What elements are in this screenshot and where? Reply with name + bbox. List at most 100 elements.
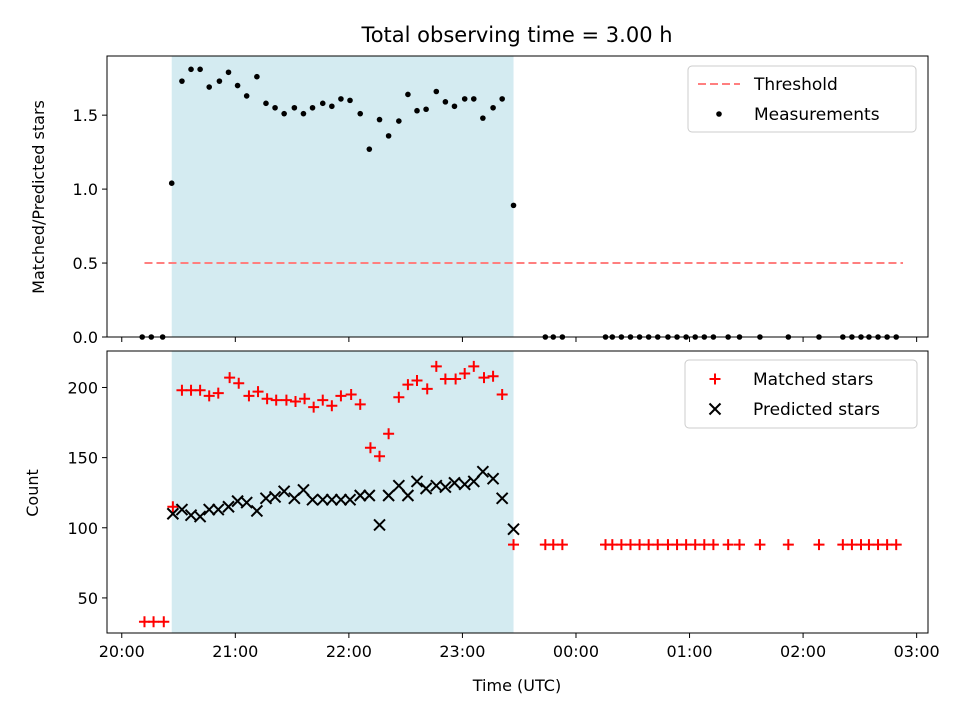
matched-star-point — [890, 539, 902, 551]
measurement-point — [396, 118, 402, 124]
matched-star-point — [243, 390, 255, 402]
matched-star-point — [707, 539, 719, 551]
measurement-point — [347, 97, 353, 104]
measurement-point — [159, 334, 166, 340]
measurement-point — [423, 106, 429, 113]
matched-star-point — [299, 393, 311, 405]
predicted-star-point — [382, 489, 395, 502]
measurement-point — [725, 334, 731, 340]
legend-predicted-label: Predicted stars — [753, 400, 880, 420]
measurement-point — [618, 334, 625, 340]
matched-star-point — [450, 373, 462, 385]
measurement-point — [291, 104, 298, 111]
predicted-star-point — [250, 504, 264, 518]
measurement-point — [645, 334, 652, 340]
x-tick-label: 21:00 — [212, 642, 258, 661]
matched-star-point — [194, 384, 206, 396]
matched-star-point — [252, 386, 264, 398]
measurement-point — [840, 334, 846, 340]
measurement-point — [366, 146, 373, 152]
legend-box — [684, 359, 918, 429]
top-y-axis-label: Matched/Predicted stars — [29, 100, 48, 294]
predicted-star-point — [222, 500, 235, 513]
measurement-point — [884, 334, 890, 340]
matched-star-point — [496, 388, 508, 400]
predicted-star-point — [363, 489, 376, 502]
predicted-star-point — [202, 503, 216, 516]
predicted-star-point — [392, 479, 406, 492]
predicted-star-point — [458, 478, 471, 491]
matched-star-point — [212, 387, 224, 399]
measurement-point — [785, 334, 792, 340]
predicted-star-point — [507, 522, 520, 536]
matched-star-point — [421, 383, 433, 395]
matched-star-point — [733, 539, 745, 551]
measurement-point — [442, 99, 449, 105]
matched-star-point — [335, 390, 347, 402]
predicted-star-point — [373, 518, 386, 532]
predicted-star-point — [297, 483, 310, 497]
matched-star-point — [261, 393, 273, 405]
matched-star-point — [345, 388, 357, 400]
matched-star-point — [224, 372, 236, 384]
measurement-point — [179, 78, 185, 84]
matched-star-point — [754, 539, 766, 551]
measurement-point — [206, 84, 212, 90]
predicted-star-point — [334, 493, 348, 506]
measurement-point — [216, 78, 223, 84]
measurement-point — [627, 334, 634, 340]
matched-star-point — [158, 616, 170, 628]
x-axis-label: Time (UTC) — [472, 676, 561, 695]
x-tick-label: 20:00 — [99, 642, 145, 661]
matched-star-point — [430, 360, 442, 372]
measurement-point — [510, 202, 517, 209]
x-tick-label: 02:00 — [780, 642, 826, 661]
bottom-y-axis-label: Count — [23, 469, 42, 517]
y-tick-label: 0.0 — [73, 328, 98, 347]
predicted-star-point — [401, 489, 415, 502]
matched-star-point — [270, 394, 282, 406]
measurement-point — [148, 334, 155, 340]
measurement-point — [197, 66, 203, 73]
measurement-point — [470, 96, 477, 102]
measurement-point — [701, 334, 708, 340]
measurement-point — [683, 334, 689, 340]
predicted-star-point — [343, 493, 357, 506]
measurement-point — [376, 116, 383, 123]
predicted-star-point — [439, 480, 452, 494]
x-tick-label: 23:00 — [439, 642, 485, 661]
measurement-point — [816, 334, 822, 340]
measurement-point — [243, 93, 250, 99]
matched-star-point — [354, 398, 366, 410]
matched-star-point — [280, 394, 292, 406]
predicted-star-point — [486, 472, 500, 485]
predicted-star-point — [175, 503, 189, 516]
matched-star-point — [326, 400, 338, 412]
matched-star-point — [411, 374, 423, 386]
legend-threshold-label: Threshold — [753, 75, 838, 95]
predicted-star-point — [268, 490, 282, 504]
y-tick-label: 0.5 — [73, 254, 98, 273]
matched-star-point — [478, 372, 490, 384]
matched-star-point — [459, 367, 471, 379]
measurement-point — [281, 110, 287, 117]
predicted-star-point — [277, 485, 291, 498]
measurement-point — [674, 334, 680, 340]
measurement-point — [433, 88, 440, 95]
chart-title: Total observing time = 3.00 h — [360, 23, 672, 47]
measurement-point — [338, 96, 344, 102]
matched-star-point — [722, 539, 734, 551]
matched-star-point — [148, 616, 160, 628]
predicted-star-point — [306, 493, 319, 506]
predicted-star-point — [240, 496, 253, 509]
legend-matched-swatch — [709, 373, 721, 385]
x-tick-label: 22:00 — [326, 642, 372, 661]
y-tick-label: 1.5 — [73, 106, 98, 125]
predicted-star-point — [193, 510, 207, 523]
measurement-point — [461, 96, 468, 102]
matched-star-point — [508, 539, 520, 551]
measurement-point — [385, 133, 392, 139]
measurement-point — [636, 334, 643, 340]
measurement-point — [849, 334, 855, 340]
observing-window-band — [171, 56, 514, 337]
